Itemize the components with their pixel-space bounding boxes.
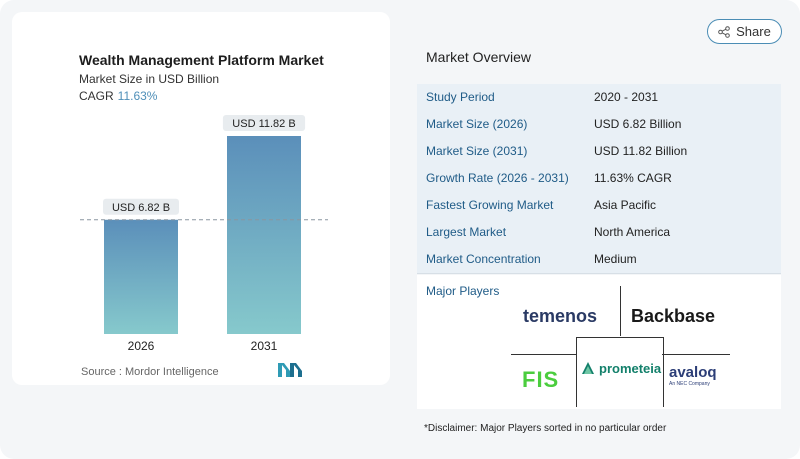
bar-2026 — [104, 219, 178, 334]
overview-value: 2020 - 2031 — [594, 90, 659, 104]
overview-value: USD 11.82 Billion — [594, 144, 688, 158]
logo-grid-divider — [511, 354, 577, 355]
overview-label: Study Period — [426, 90, 495, 104]
overview-row-market-concentration: Market Concentration Medium — [417, 246, 781, 273]
overview-row-fastest-growing: Fastest Growing Market Asia Pacific — [417, 192, 781, 219]
overview-value: USD 6.82 Billion — [594, 117, 682, 131]
share-label: Share — [736, 24, 771, 39]
overview-row-study-period: Study Period 2020 - 2031 — [417, 84, 781, 111]
backbase-logo: Backbase — [631, 306, 716, 326]
overview-label: Market Size (2031) — [426, 144, 528, 158]
major-players-label: Major Players — [426, 284, 500, 298]
x-tick-label: 2031 — [251, 339, 278, 353]
overview-row-largest-market: Largest Market North America — [417, 219, 781, 246]
share-button[interactable]: Share — [707, 19, 782, 44]
overview-value: 11.63% CAGR — [594, 171, 672, 185]
fis-logo: FIS — [522, 367, 560, 392]
overview-row-market-size-2026: Market Size (2026) USD 6.82 Billion — [417, 111, 781, 138]
avaloq-logo: avaloq An NEC Company — [669, 364, 717, 388]
overview-title: Market Overview — [426, 49, 532, 65]
x-tick-label: 2026 — [128, 339, 155, 353]
bar-2031 — [227, 136, 301, 334]
data-label: USD 11.82 B — [232, 118, 295, 130]
row-divider — [417, 273, 781, 274]
overview-label: Growth Rate (2026 - 2031) — [426, 171, 569, 185]
prometeia-wordmark: prometeia — [599, 360, 662, 376]
cagr-value: 11.63% — [117, 89, 158, 103]
chart-subtitle: Market Size in USD Billion — [79, 72, 220, 86]
overview-label: Market Concentration — [426, 252, 541, 266]
logo-grid-divider — [620, 286, 621, 336]
share-icon — [718, 25, 730, 38]
overview-row-growth-rate: Growth Rate (2026 - 2031) 11.63% CAGR — [417, 165, 781, 192]
bar-chart: USD 6.82 B 2026 USD 11.82 B 2031 — [80, 115, 328, 353]
data-label: USD 6.82 B — [112, 202, 170, 214]
logo-grid-divider — [663, 337, 664, 407]
logo-grid-divider — [576, 337, 577, 407]
source-note: Source : Mordor Intelligence — [81, 366, 219, 378]
overview-value: North America — [594, 225, 671, 239]
temenos-logo: temenos — [523, 306, 598, 326]
prometeia-logo: prometeia — [580, 360, 661, 376]
data-label-background — [222, 115, 306, 131]
overview-value: Asia Pacific — [594, 198, 657, 212]
overview-row-market-size-2031: Market Size (2031) USD 11.82 Billion — [417, 138, 781, 165]
chart-title: Wealth Management Platform Market — [79, 52, 324, 68]
overview-label: Largest Market — [426, 225, 507, 239]
avaloq-subtitle: An NEC Company — [669, 381, 710, 387]
logo-grid-divider — [576, 337, 663, 338]
avaloq-wordmark: avaloq — [669, 364, 717, 381]
major-players-panel — [417, 275, 781, 409]
chart-card — [12, 12, 390, 385]
logo-grid-divider — [662, 354, 730, 355]
data-label-background — [103, 198, 179, 215]
overview-value: Medium — [594, 252, 637, 266]
overview-label: Fastest Growing Market — [426, 198, 554, 212]
cagr-label: CAGR — [79, 89, 114, 103]
mordor-logo-icon — [278, 363, 302, 377]
disclaimer: *Disclaimer: Major Players sorted in no … — [424, 423, 667, 434]
cagr-row: CAGR 11.63% — [79, 89, 157, 103]
overview-label: Market Size (2026) — [426, 117, 528, 131]
prometeia-mark-icon — [582, 362, 594, 374]
